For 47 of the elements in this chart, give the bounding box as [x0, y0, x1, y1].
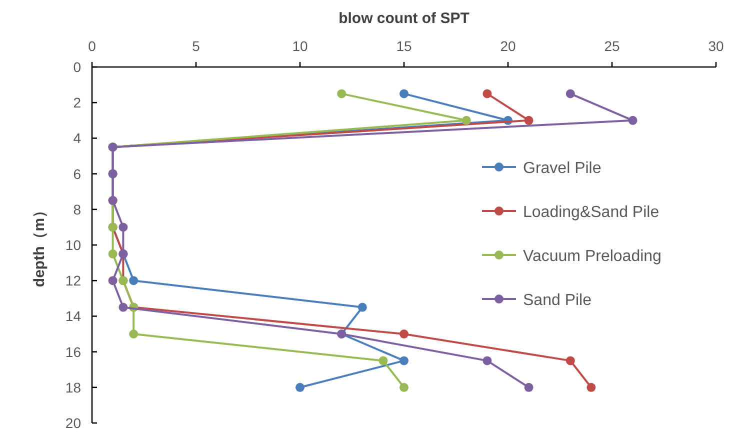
point [400, 356, 408, 366]
point [586, 382, 596, 392]
point [566, 356, 575, 366]
x-tick-label: 30 [708, 38, 724, 54]
point [462, 116, 471, 125]
y-tick-label: 6 [73, 166, 82, 182]
point [358, 302, 367, 312]
y-tick-label: 14 [65, 308, 82, 324]
point [566, 89, 575, 98]
point [400, 382, 408, 392]
point [628, 116, 638, 125]
point [108, 249, 118, 258]
y-tick-label: 10 [65, 237, 82, 253]
point [482, 356, 492, 366]
point [129, 276, 138, 286]
x-tick-label: 15 [396, 38, 412, 54]
x-tick-label: 25 [604, 38, 620, 54]
x-tick-label: 10 [292, 38, 308, 54]
legend-label: Gravel Pile [523, 160, 602, 177]
point [400, 330, 408, 338]
x-tick-label: 20 [500, 38, 516, 54]
x-tick-label: 0 [88, 38, 96, 54]
point [378, 356, 388, 366]
legend-label: Vacuum Preloading [523, 248, 662, 265]
x-axis-title: blow count of SPT [338, 10, 470, 27]
point [524, 116, 534, 125]
point [118, 222, 128, 232]
x-tick-label: 5 [192, 38, 200, 54]
y-tick-label: 4 [73, 130, 82, 146]
y-tick-label: 18 [65, 379, 82, 396]
point [337, 89, 346, 98]
y-axis-title: depth（m） [31, 202, 48, 288]
point [296, 382, 304, 392]
point [524, 382, 534, 392]
y-tick-label: 0 [73, 59, 82, 75]
point [129, 330, 138, 338]
point [400, 89, 408, 98]
legend-label: Loading&Sand Pile [523, 204, 660, 221]
point [118, 302, 128, 312]
y-tick-label: 2 [73, 94, 82, 111]
y-tick-label: 8 [73, 201, 82, 218]
y-tick-label: 12 [65, 272, 82, 289]
point [482, 89, 492, 98]
y-tick-label: 16 [65, 344, 82, 360]
y-tick-label: 20 [65, 415, 82, 431]
point [108, 276, 118, 286]
legend-label: Sand Pile [523, 292, 592, 309]
